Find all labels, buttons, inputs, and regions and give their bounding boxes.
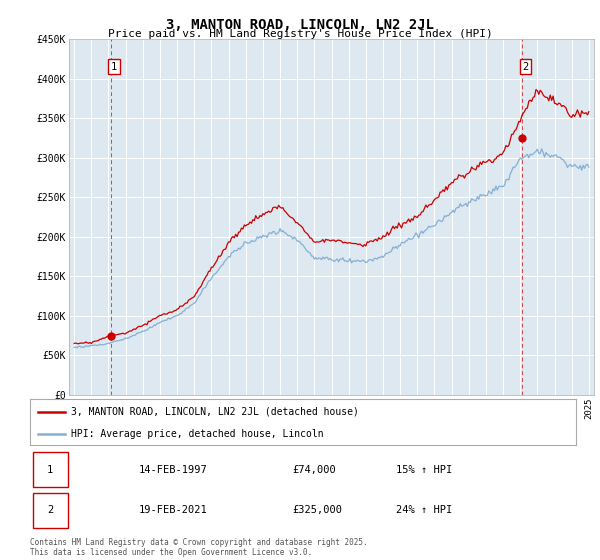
Text: 1: 1 (47, 465, 53, 474)
FancyBboxPatch shape (33, 452, 68, 487)
Text: Contains HM Land Registry data © Crown copyright and database right 2025.
This d: Contains HM Land Registry data © Crown c… (30, 538, 368, 557)
Text: 2: 2 (47, 506, 53, 515)
Text: 24% ↑ HPI: 24% ↑ HPI (396, 506, 452, 515)
FancyBboxPatch shape (33, 493, 68, 528)
Text: £74,000: £74,000 (292, 465, 336, 474)
Text: 19-FEB-2021: 19-FEB-2021 (139, 506, 208, 515)
Text: 2: 2 (523, 62, 529, 72)
Text: 3, MANTON ROAD, LINCOLN, LN2 2JL (detached house): 3, MANTON ROAD, LINCOLN, LN2 2JL (detach… (71, 407, 359, 417)
Text: HPI: Average price, detached house, Lincoln: HPI: Average price, detached house, Linc… (71, 429, 323, 438)
Text: 3, MANTON ROAD, LINCOLN, LN2 2JL: 3, MANTON ROAD, LINCOLN, LN2 2JL (166, 18, 434, 32)
Text: 15% ↑ HPI: 15% ↑ HPI (396, 465, 452, 474)
Text: Price paid vs. HM Land Registry's House Price Index (HPI): Price paid vs. HM Land Registry's House … (107, 29, 493, 39)
Text: £325,000: £325,000 (292, 506, 342, 515)
Text: 1: 1 (111, 62, 117, 72)
Text: 14-FEB-1997: 14-FEB-1997 (139, 465, 208, 474)
